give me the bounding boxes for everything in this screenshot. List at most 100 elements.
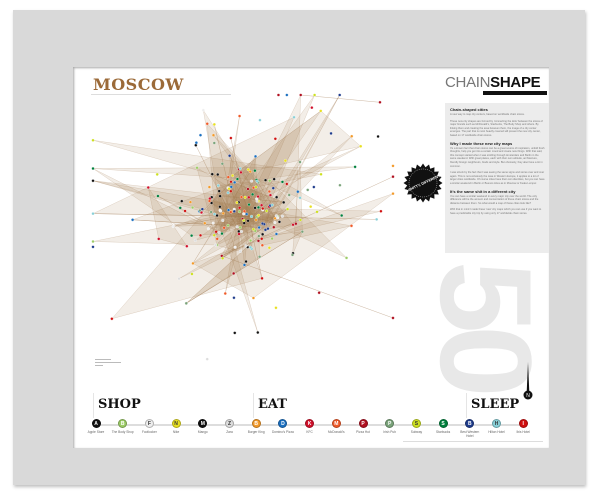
store-dot xyxy=(183,209,187,213)
store-dot xyxy=(198,208,202,213)
chain-logo-icon: Z xyxy=(225,419,234,428)
sidebar-paragraph: You can have a similar weekend in every … xyxy=(450,194,539,205)
store-dot xyxy=(191,261,195,265)
store-dot xyxy=(254,185,258,189)
legend-item: S Subway xyxy=(404,419,428,435)
store-dot xyxy=(210,201,214,205)
store-dot xyxy=(280,180,284,184)
store-dot xyxy=(201,108,205,112)
chain-shape-polygon xyxy=(232,110,321,202)
store-dot xyxy=(218,194,222,198)
store-dot xyxy=(188,200,193,204)
store-dot xyxy=(238,114,242,118)
sidebar-paragraph: A new way to map city centers, based on … xyxy=(450,113,525,116)
store-dot xyxy=(263,178,268,182)
store-dot xyxy=(195,166,199,170)
chain-shape-polygon xyxy=(196,167,279,246)
store-dot xyxy=(221,218,225,223)
svg-text:N: N xyxy=(526,393,530,399)
chain-logo-icon: F xyxy=(144,419,154,428)
store-dot xyxy=(276,93,281,97)
store-dot xyxy=(296,190,300,194)
store-dot xyxy=(260,203,264,207)
sidebar-heading: It's the same shit in a different city xyxy=(450,188,516,194)
store-dot xyxy=(261,232,265,236)
store-dot xyxy=(229,136,233,140)
sidebar-paragraph: These new city shapes are formed by 'con… xyxy=(450,119,543,137)
store-dot xyxy=(212,233,216,237)
store-dot xyxy=(257,225,261,230)
store-dot xyxy=(110,317,114,321)
sidebar-paragraph: It's a known fact that chain stores can … xyxy=(450,146,545,168)
store-dot xyxy=(266,227,270,231)
chain-logo-icon: K xyxy=(305,419,315,428)
chain-logo-icon: P xyxy=(358,419,368,428)
store-dot xyxy=(379,209,383,213)
store-dot xyxy=(226,223,230,227)
store-dot xyxy=(338,93,342,97)
store-dot xyxy=(220,232,224,236)
chain-logo-icon: B xyxy=(251,419,261,428)
chain-shape-polygon xyxy=(203,110,276,223)
store-dot xyxy=(200,207,204,211)
legend-item: M Mango xyxy=(191,419,215,435)
legend-item: P Pizza Hut xyxy=(351,419,375,435)
legend-item: B The Body Shop xyxy=(111,419,135,435)
store-dot xyxy=(213,212,217,216)
chain-shape-polygon xyxy=(192,171,251,264)
store-dot xyxy=(349,224,354,228)
map-scale-note xyxy=(95,359,121,368)
store-dot xyxy=(242,263,247,267)
chain-shape-polygon xyxy=(111,181,263,320)
chain-shape-polygon xyxy=(195,215,283,241)
logo-thin: CHAIN xyxy=(445,74,491,91)
store-dot xyxy=(239,195,243,199)
store-dot xyxy=(198,233,203,237)
store-dot xyxy=(205,357,209,361)
store-dot xyxy=(191,206,195,210)
legend-label: Pizza Hut xyxy=(356,430,370,434)
store-dot xyxy=(298,160,302,164)
store-dot xyxy=(280,214,284,218)
chain-shape-polygon xyxy=(92,168,223,236)
store-dot xyxy=(214,230,218,234)
store-dot xyxy=(226,191,230,195)
sidebar-heading: Why I made these new city maps xyxy=(450,140,513,146)
chain-logo-icon: B xyxy=(465,419,475,428)
store-dot xyxy=(242,218,246,222)
chain-shape-polygon xyxy=(211,196,263,235)
store-dot xyxy=(237,210,242,214)
store-dot xyxy=(235,177,239,181)
store-dot xyxy=(237,232,241,236)
chain-shape-polygon xyxy=(222,208,288,259)
chain-shape-polygon xyxy=(92,213,377,220)
store-dot xyxy=(256,194,260,199)
store-dot xyxy=(353,165,357,169)
legend-item: H Hilton Hotel xyxy=(485,419,509,435)
store-dot xyxy=(344,256,349,260)
store-dot xyxy=(246,187,250,191)
store-dot xyxy=(319,109,323,113)
chain-logo-icon: P xyxy=(385,419,395,428)
store-dot xyxy=(329,131,333,135)
legend-label: Burger King xyxy=(247,430,265,434)
chain-shape-polygon xyxy=(223,116,240,228)
chain-shape-polygon xyxy=(186,231,303,304)
store-dot xyxy=(211,133,216,137)
chain-shape-polygon xyxy=(238,194,272,235)
store-dot xyxy=(274,214,278,218)
chain-logo-icon: B xyxy=(118,419,128,428)
store-dot xyxy=(228,154,232,158)
store-dot xyxy=(247,203,251,207)
chainshape-logo: CHAINSHAPE xyxy=(445,74,541,91)
store-dot xyxy=(243,195,247,199)
store-dot xyxy=(215,213,219,218)
chain-logo-icon: I xyxy=(518,419,528,428)
store-dot xyxy=(232,209,236,213)
chain-logo-icon: A xyxy=(91,419,101,428)
sidebar-heading: Chain-shaped cities xyxy=(450,107,488,112)
chain-shape-polygon xyxy=(263,94,340,225)
city-title: MOSCOW xyxy=(93,75,184,94)
store-dot xyxy=(283,159,287,163)
legend-label: Subway xyxy=(410,430,423,434)
